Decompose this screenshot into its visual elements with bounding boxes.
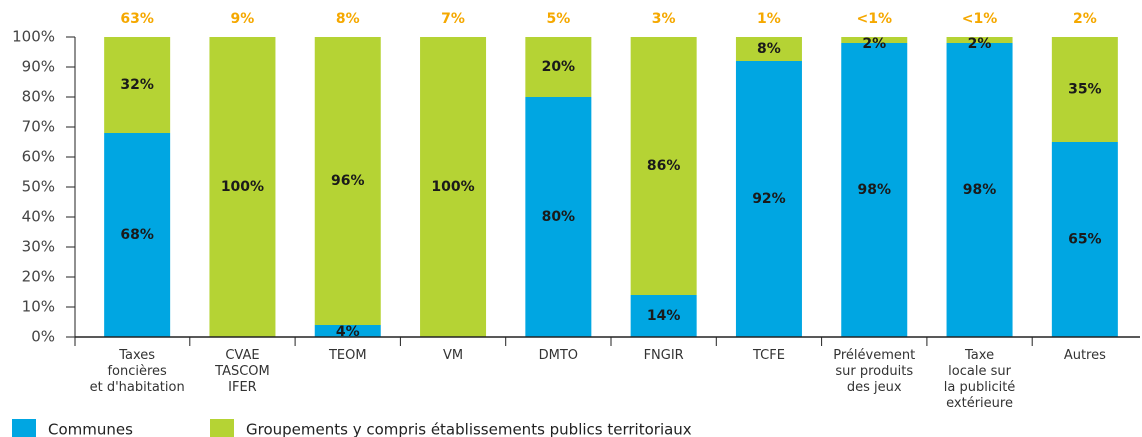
bar-segment: [104, 37, 171, 133]
x-tick-label-line: des jeux: [847, 380, 902, 395]
bar-segment: [1051, 37, 1118, 142]
data-label: 2%: [968, 36, 992, 52]
data-label: 98%: [963, 182, 997, 198]
x-tick-label-line: TASCOM: [214, 364, 270, 379]
x-tick-label-line: Taxes: [118, 348, 155, 363]
y-tick-label: 100%: [12, 28, 55, 46]
x-tick-label: FNGIR: [644, 348, 684, 363]
x-tick-label: Taxe locale sur la publicité extérieure: [944, 348, 1016, 411]
y-tick-label: 10%: [22, 298, 55, 316]
y-tick-label: 50%: [22, 178, 55, 196]
share-label: <1%: [857, 11, 893, 27]
data-label: 14%: [647, 308, 681, 324]
bar-segment: [420, 37, 487, 337]
share-label: 1%: [757, 11, 781, 27]
x-tick-label-line: foncières: [107, 364, 167, 379]
x-tick-label-line: locale sur: [948, 364, 1011, 379]
x-tick-label-line: DMTO: [539, 348, 578, 363]
bar-segment: [1051, 142, 1118, 337]
bar-segment: [841, 43, 908, 337]
y-tick-label: 60%: [22, 148, 55, 166]
x-tick-label-line: la publicité: [944, 380, 1016, 395]
data-label: 35%: [1068, 82, 1102, 98]
x-tick-label: CVAE TASCOM IFER: [214, 348, 270, 395]
x-tick-label-line: et d'habitation: [90, 380, 185, 395]
bar-segment: [525, 97, 592, 337]
bar-segment: [841, 37, 908, 43]
data-label: 100%: [221, 179, 264, 195]
bar-segment: [314, 37, 381, 325]
share-label: 2%: [1073, 11, 1097, 27]
bar-segment: [630, 37, 697, 295]
data-label: 68%: [120, 227, 154, 243]
data-label: 65%: [1068, 232, 1102, 248]
x-tick-label-line: Taxe: [964, 348, 994, 363]
bar-segment: [209, 37, 276, 337]
bar-segment: [525, 37, 592, 97]
share-label: <1%: [962, 11, 998, 27]
legend-label: Communes: [48, 421, 133, 437]
x-tick-label: Autres: [1064, 348, 1106, 363]
bar-segment: [735, 37, 802, 61]
x-tick-label-line: sur produits: [835, 364, 913, 379]
share-label: 63%: [120, 11, 154, 27]
data-label: 4%: [336, 324, 360, 340]
bar-segment: [946, 43, 1013, 337]
data-label: 8%: [757, 41, 781, 57]
y-tick-label: 30%: [22, 238, 55, 256]
y-tick-label: 20%: [22, 268, 55, 286]
x-tick-label: Taxes foncières et d'habitation: [90, 348, 185, 395]
y-tick-label: 0%: [31, 328, 55, 346]
data-label: 92%: [752, 191, 786, 207]
bar-segment: [946, 37, 1013, 43]
share-label: 3%: [652, 11, 676, 27]
x-tick-label: Prélévement sur produits des jeux: [833, 348, 915, 395]
data-label: 32%: [120, 77, 154, 93]
x-tick-label-line: TEOM: [328, 348, 367, 363]
bar-segment: [735, 61, 802, 337]
x-tick-label-line: extérieure: [946, 396, 1013, 411]
share-label: 8%: [336, 11, 360, 27]
legend-swatch: [210, 419, 234, 437]
share-label: 9%: [231, 11, 255, 27]
data-label: 100%: [431, 179, 474, 195]
x-tick-label-line: CVAE: [225, 348, 259, 363]
x-tick-label: TCFE: [752, 348, 785, 363]
legend-swatch: [12, 419, 36, 437]
bar-segment: [104, 133, 171, 337]
x-tick-label-line: FNGIR: [644, 348, 684, 363]
legend-label: Groupements y compris établissements pub…: [246, 421, 692, 437]
data-label: 2%: [862, 36, 886, 52]
data-label: 96%: [331, 173, 365, 189]
x-tick-label-line: VM: [443, 348, 463, 363]
y-tick-label: 70%: [22, 118, 55, 136]
data-label: 86%: [647, 158, 681, 174]
bar-segment: [314, 325, 381, 337]
y-tick-label: 40%: [22, 208, 55, 226]
x-tick-label: DMTO: [539, 348, 578, 363]
data-label: 20%: [542, 59, 576, 75]
x-tick-label-line: Autres: [1064, 348, 1106, 363]
x-tick-label-line: IFER: [228, 380, 257, 395]
share-label: 7%: [441, 11, 465, 27]
y-tick-label: 80%: [22, 88, 55, 106]
x-tick-label-line: Prélévement: [833, 348, 915, 363]
data-label: 98%: [857, 182, 891, 198]
bar-segment: [630, 295, 697, 337]
x-tick-label-line: TCFE: [752, 348, 785, 363]
x-tick-label: VM: [443, 348, 463, 363]
x-tick-label: TEOM: [328, 348, 367, 363]
y-tick-label: 90%: [22, 58, 55, 76]
data-label: 80%: [542, 209, 576, 225]
share-label: 5%: [546, 11, 570, 27]
